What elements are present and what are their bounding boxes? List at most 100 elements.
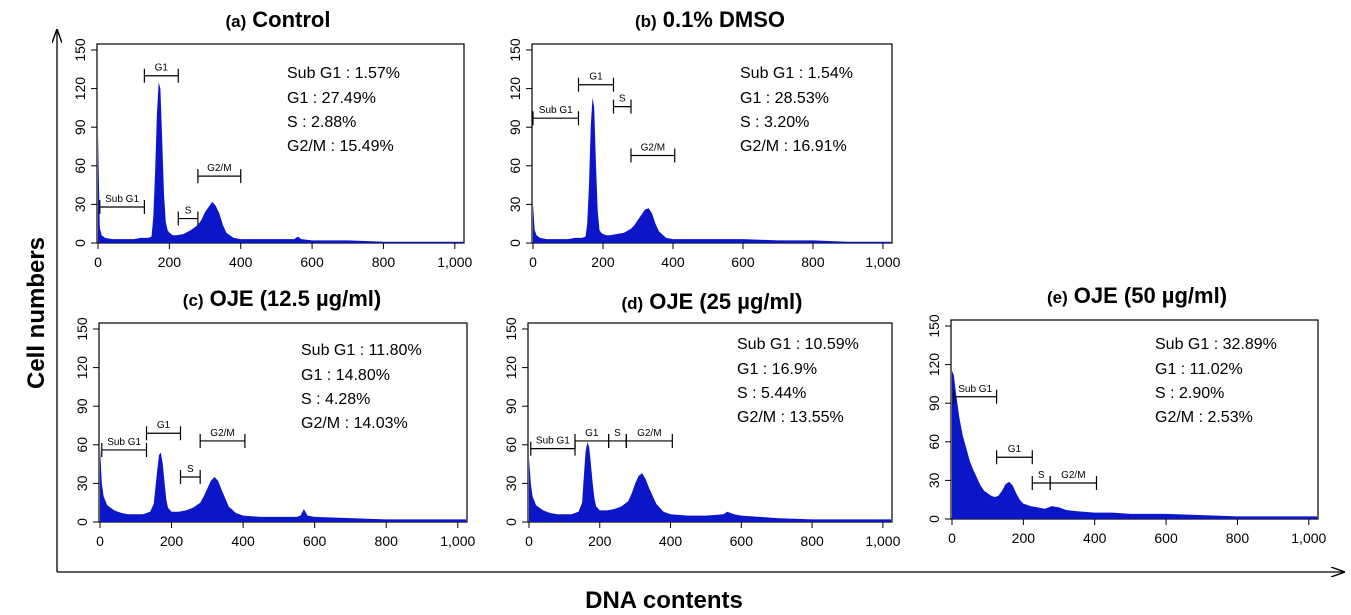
panel-b-stat-1: Sub G1 : 1.54% <box>740 65 853 82</box>
panel-a-stat-2: G1 : 27.49% <box>287 90 376 107</box>
panel-c-y-tick-label: 150 <box>74 317 90 341</box>
panel-e-title: (e) OJE (50 µg/ml) <box>1047 283 1227 308</box>
panel-a-y-tick-label: 60 <box>72 158 88 174</box>
panel-c-y-tick-label: 30 <box>74 475 90 491</box>
panel-d-name: OJE (25 µg/ml) <box>649 289 802 314</box>
panel-d-y-tick-label: 60 <box>503 437 519 453</box>
panel-b-x-tick-label: 600 <box>731 254 755 270</box>
panel-b-title: (b) 0.1% DMSO <box>635 7 785 32</box>
panel-c-x-tick-label: 1,000 <box>440 533 475 549</box>
panel-e-gate-g2-m <box>1049 475 1098 490</box>
panel-a-histogram-area <box>98 82 463 243</box>
panel-a-y-tick-label: 0 <box>72 239 88 247</box>
panel-e-x-tick-label: 400 <box>1083 530 1107 546</box>
panel-a-gate-g2-m-label: G2/M <box>207 163 231 174</box>
panel-d-title: (d) OJE (25 µg/ml) <box>622 289 803 314</box>
panel-e-stat-3: S : 2.90% <box>1155 385 1224 402</box>
panel-c-gate-sub-g1-label: Sub G1 <box>107 437 141 448</box>
panel-b-y-tick-label: 150 <box>507 38 523 62</box>
panel-a-gate-g1 <box>143 68 179 83</box>
panel-e-y-tick-label: 30 <box>926 472 942 488</box>
panel-e-gate-sub-g1-label: Sub G1 <box>958 384 992 395</box>
global-x-axis-title: DNA contents <box>585 587 743 614</box>
panel-b-x-tick-label: 200 <box>591 254 615 270</box>
panel-e-y-tick-label: 90 <box>926 395 942 411</box>
panel-d-y-tick-label: 30 <box>503 475 519 491</box>
panel-e-gate-g1 <box>995 450 1033 465</box>
panel-e-stat-4: G2/M : 2.53% <box>1155 409 1253 426</box>
panel-c-gate-g1-label: G1 <box>157 420 171 431</box>
panel-e-stat-2: G1 : 11.02% <box>1155 361 1243 378</box>
panel-a-stat-4: G2/M : 15.49% <box>287 138 394 155</box>
panel-d-gate-g1-label: G1 <box>585 428 599 439</box>
panel-c-name: OJE (12.5 µg/ml) <box>210 286 382 311</box>
panel-a-y-tick-label: 30 <box>72 196 88 212</box>
panel-c-stat-4: G2/M : 14.03% <box>301 415 408 432</box>
panel-e: (e) OJE (50 µg/ml) 0 30 60 90 120 150 0 200 400 60… <box>926 283 1327 546</box>
panel-a-y-tick-label: 90 <box>72 119 88 135</box>
panel-e-name: OJE (50 µg/ml) <box>1074 283 1227 308</box>
panel-b: (b) 0.1% DMSO 0 30 60 90 120 150 0 200 400 600 800 1… <box>507 7 901 270</box>
panel-b-gate-g1 <box>577 77 615 92</box>
panel-c-x-tick-label: 600 <box>303 533 327 549</box>
panel-a-stat-1: Sub G1 : 1.57% <box>287 65 400 82</box>
panel-a-x-tick-label: 0 <box>94 254 102 270</box>
panel-b-y-tick-label: 0 <box>507 239 523 247</box>
panel-c-plot: 0 30 60 90 120 150 0 200 400 600 800 1,000 Sub G1 G1 S… <box>74 317 475 549</box>
panel-e-y-tick-label: 120 <box>926 353 942 377</box>
panel-a: (a) Control 0 30 60 90 120 150 0 200 400 600 800 1,0… <box>72 7 473 270</box>
panel-d-x-tick-label: 200 <box>588 533 612 549</box>
panel-c-stat-1: Sub G1 : 11.80% <box>301 342 422 359</box>
panel-b-name: 0.1% DMSO <box>663 7 785 32</box>
panel-a-x-tick-label: 600 <box>300 254 324 270</box>
panel-b-x-tick-label: 1,000 <box>865 254 900 270</box>
panel-c-y-tick-label: 60 <box>74 437 90 453</box>
panel-d-y-tick-label: 120 <box>503 356 519 380</box>
panel-e-x-tick-label: 200 <box>1012 530 1036 546</box>
panel-b-gate-g2-m-label: G2/M <box>641 143 665 154</box>
panel-c-gate-g2-m <box>199 433 246 448</box>
panel-b-gate-sub-g1-label: Sub G1 <box>539 105 573 116</box>
panel-a-gate-sub-g1-label: Sub G1 <box>105 194 139 205</box>
panel-e-gate-g2-m-label: G2/M <box>1061 470 1085 481</box>
panel-b-x-tick-label: 800 <box>801 254 825 270</box>
panel-d-x-tick-label: 800 <box>800 533 824 549</box>
panel-e-plot: 0 30 60 90 120 150 0 200 400 600 800 1,000 Sub G1 G1 S… <box>926 314 1327 546</box>
panel-c-gate-g1 <box>145 426 182 441</box>
panel-c-tag: (c) <box>183 291 204 310</box>
panel-d-stat-1: Sub G1 : 10.59% <box>737 336 859 353</box>
panel-c-y-tick-label: 90 <box>74 398 90 414</box>
panel-e-x-tick-label: 0 <box>948 530 956 546</box>
panel-e-x-tick-label: 1,000 <box>1291 530 1326 546</box>
panel-e-x-tick-label: 800 <box>1226 530 1250 546</box>
panel-b-y-tick-label: 60 <box>507 158 523 174</box>
panel-a-gate-g2-m <box>197 169 242 184</box>
panel-b-gate-s <box>612 99 632 114</box>
panel-a-stat-3: S : 2.88% <box>287 114 356 131</box>
panel-a-gate-g1-label: G1 <box>155 63 169 74</box>
panel-b-y-tick-label: 120 <box>507 77 523 101</box>
panel-b-y-tick-label: 90 <box>507 119 523 135</box>
panel-e-y-tick-label: 150 <box>926 314 942 338</box>
panel-d: (d) OJE (25 µg/ml) 0 30 60 90 120 150 0 200 400 60… <box>503 289 901 549</box>
panel-e-gate-g1-label: G1 <box>1008 444 1022 455</box>
panel-d-x-tick-label: 400 <box>659 533 683 549</box>
panel-c-x-tick-label: 200 <box>160 533 184 549</box>
panel-a-gate-s-label: S <box>185 206 192 217</box>
panel-b-gate-s-label: S <box>619 94 626 105</box>
panel-c-gate-s <box>179 469 201 484</box>
panel-e-y-tick-label: 0 <box>926 515 942 523</box>
panel-d-gate-s-label: S <box>614 428 621 439</box>
panel-d-gate-g2-m <box>625 433 673 448</box>
panel-b-y-tick-label: 30 <box>507 196 523 212</box>
panel-c-x-tick-label: 0 <box>96 533 104 549</box>
panel-a-y-tick-label: 120 <box>72 77 88 101</box>
panel-b-x-tick-label: 0 <box>529 254 537 270</box>
panel-b-histogram-area <box>533 97 891 243</box>
panel-e-stat-1: Sub G1 : 32.89% <box>1155 336 1277 353</box>
panel-d-x-tick-label: 1,000 <box>865 533 900 549</box>
panel-a-gate-sub-g1 <box>99 199 145 214</box>
panel-e-histogram-area <box>952 371 1317 519</box>
panel-c-title: (c) OJE (12.5 µg/ml) <box>183 286 381 311</box>
